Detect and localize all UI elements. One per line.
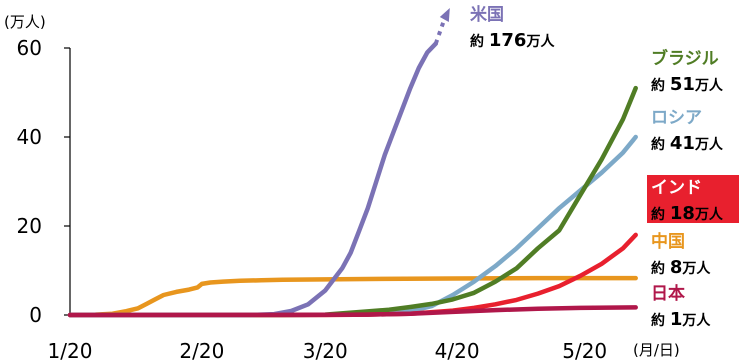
series-name-russia: ロシア [651,108,702,128]
series-name-usa: 米国 [470,4,504,25]
series-name-japan: 日本 [651,283,685,304]
x-tick-label: 3/20 [303,339,348,363]
series-value-japan: 約 1万人 [651,309,711,330]
series-value-brazil: 約 51万人 [651,74,724,95]
series-value-russia: 約 41万人 [651,133,724,154]
x-axis-unit: (月/日) [633,341,680,359]
x-tick-label: 2/20 [179,339,224,363]
continuation-arrow-icon [439,8,450,22]
y-tick-label: 40 [17,125,42,149]
y-tick-label: 0 [29,303,42,327]
series-name-china: 中国 [651,231,685,252]
label-background-india [647,175,739,223]
series-name-india: インド [651,178,702,198]
x-tick-label: 4/20 [435,339,480,363]
series-value-usa: 約 176万人 [470,30,555,51]
y-tick-label: 20 [17,214,42,238]
y-tick-label: 60 [17,36,42,60]
series-continuation-usa [433,17,447,45]
series-line-china [67,275,638,318]
axes: 0 20 40 60 (万人) 1/20 2/20 3/20 4/20 5/20 (月/日) [4,13,680,363]
series-value-india: 約 18万人 [651,203,724,224]
x-tick-label: 1/20 [48,339,93,363]
series-value-china: 約 8万人 [651,257,711,278]
y-axis-unit: (万人) [4,13,46,31]
series-name-brazil: ブラジル [651,48,719,69]
x-tick-label: 5/20 [562,339,607,363]
series-lines [67,8,638,318]
series-line-usa [67,41,439,318]
